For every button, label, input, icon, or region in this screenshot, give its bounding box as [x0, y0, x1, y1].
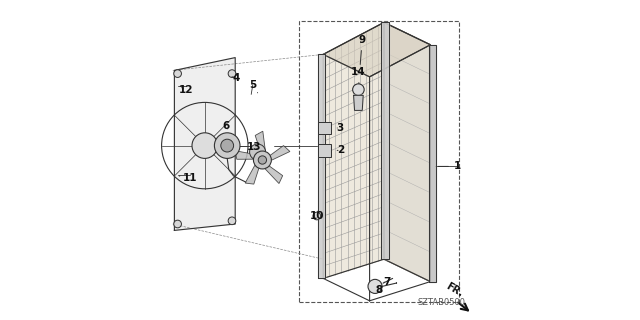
Text: 1: 1 [438, 161, 461, 172]
Polygon shape [174, 58, 236, 230]
Circle shape [228, 70, 236, 77]
Polygon shape [235, 151, 256, 159]
Text: 14: 14 [351, 67, 365, 84]
Polygon shape [323, 22, 384, 278]
Bar [300, 21, 460, 302]
Circle shape [228, 217, 236, 225]
Polygon shape [268, 146, 290, 160]
Text: 4: 4 [232, 73, 240, 84]
Circle shape [368, 279, 382, 293]
Polygon shape [255, 131, 266, 154]
Polygon shape [381, 22, 388, 259]
Polygon shape [429, 45, 436, 282]
Polygon shape [319, 54, 325, 278]
Circle shape [174, 70, 182, 77]
Text: 12: 12 [179, 84, 193, 95]
Text: 13: 13 [247, 142, 262, 152]
Bar [319, 144, 332, 157]
Text: 8: 8 [376, 284, 383, 295]
Polygon shape [323, 22, 430, 77]
Polygon shape [266, 164, 283, 184]
Circle shape [313, 212, 321, 220]
Text: 3: 3 [337, 123, 344, 133]
Polygon shape [354, 95, 364, 110]
Circle shape [221, 139, 234, 152]
Bar [319, 122, 332, 134]
Polygon shape [384, 22, 430, 282]
Text: FR.: FR. [444, 282, 465, 299]
Circle shape [174, 220, 182, 228]
Circle shape [353, 84, 364, 95]
Text: 6: 6 [222, 121, 229, 132]
Circle shape [250, 144, 266, 160]
Text: 10: 10 [310, 211, 324, 221]
Circle shape [192, 133, 218, 158]
Text: 9: 9 [358, 35, 366, 64]
Circle shape [214, 133, 240, 158]
Circle shape [258, 156, 267, 164]
Text: 2: 2 [337, 145, 344, 156]
Text: 7: 7 [383, 277, 391, 287]
Circle shape [253, 151, 271, 169]
Text: 11: 11 [179, 172, 197, 183]
Text: 5: 5 [249, 80, 258, 93]
Text: SZTAB0500: SZTAB0500 [418, 298, 466, 307]
Polygon shape [245, 166, 260, 184]
